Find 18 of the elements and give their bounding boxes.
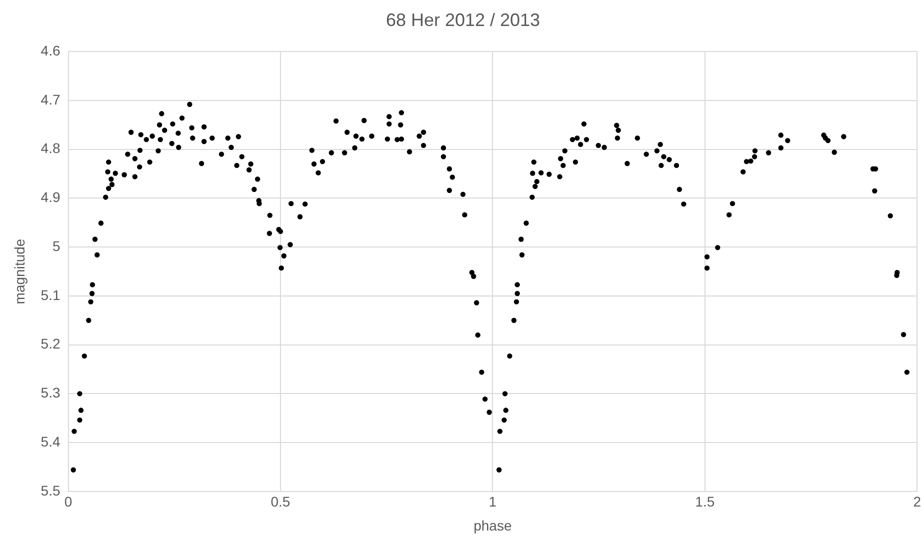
x-tick-label: 0 bbox=[64, 494, 72, 510]
y-tick-label: 5.4 bbox=[40, 433, 60, 450]
x-axis-title: phase bbox=[474, 517, 512, 534]
x-tick-label: 0.5 bbox=[270, 494, 290, 510]
y-tick-label: 5 bbox=[52, 238, 60, 254]
y-tick-label: 4.8 bbox=[40, 140, 60, 156]
x-tick-label: 1.5 bbox=[695, 494, 715, 510]
y-tick-label: 5.5 bbox=[40, 482, 60, 498]
y-tick-label: 4.6 bbox=[40, 42, 60, 58]
y-tick-label: 5.3 bbox=[40, 384, 60, 401]
y-axis-title: magnitude bbox=[11, 238, 28, 304]
y-tick-label: 5.2 bbox=[40, 336, 60, 352]
y-tick-label: 4.7 bbox=[40, 91, 60, 108]
x-tick-label: 2 bbox=[913, 494, 922, 510]
y-tick-label: 4.9 bbox=[40, 189, 60, 206]
x-tick-label: 1 bbox=[488, 494, 497, 510]
y-tick-label: 5.1 bbox=[40, 286, 60, 303]
chart-title: 68 Her 2012 / 2013 bbox=[386, 10, 540, 30]
